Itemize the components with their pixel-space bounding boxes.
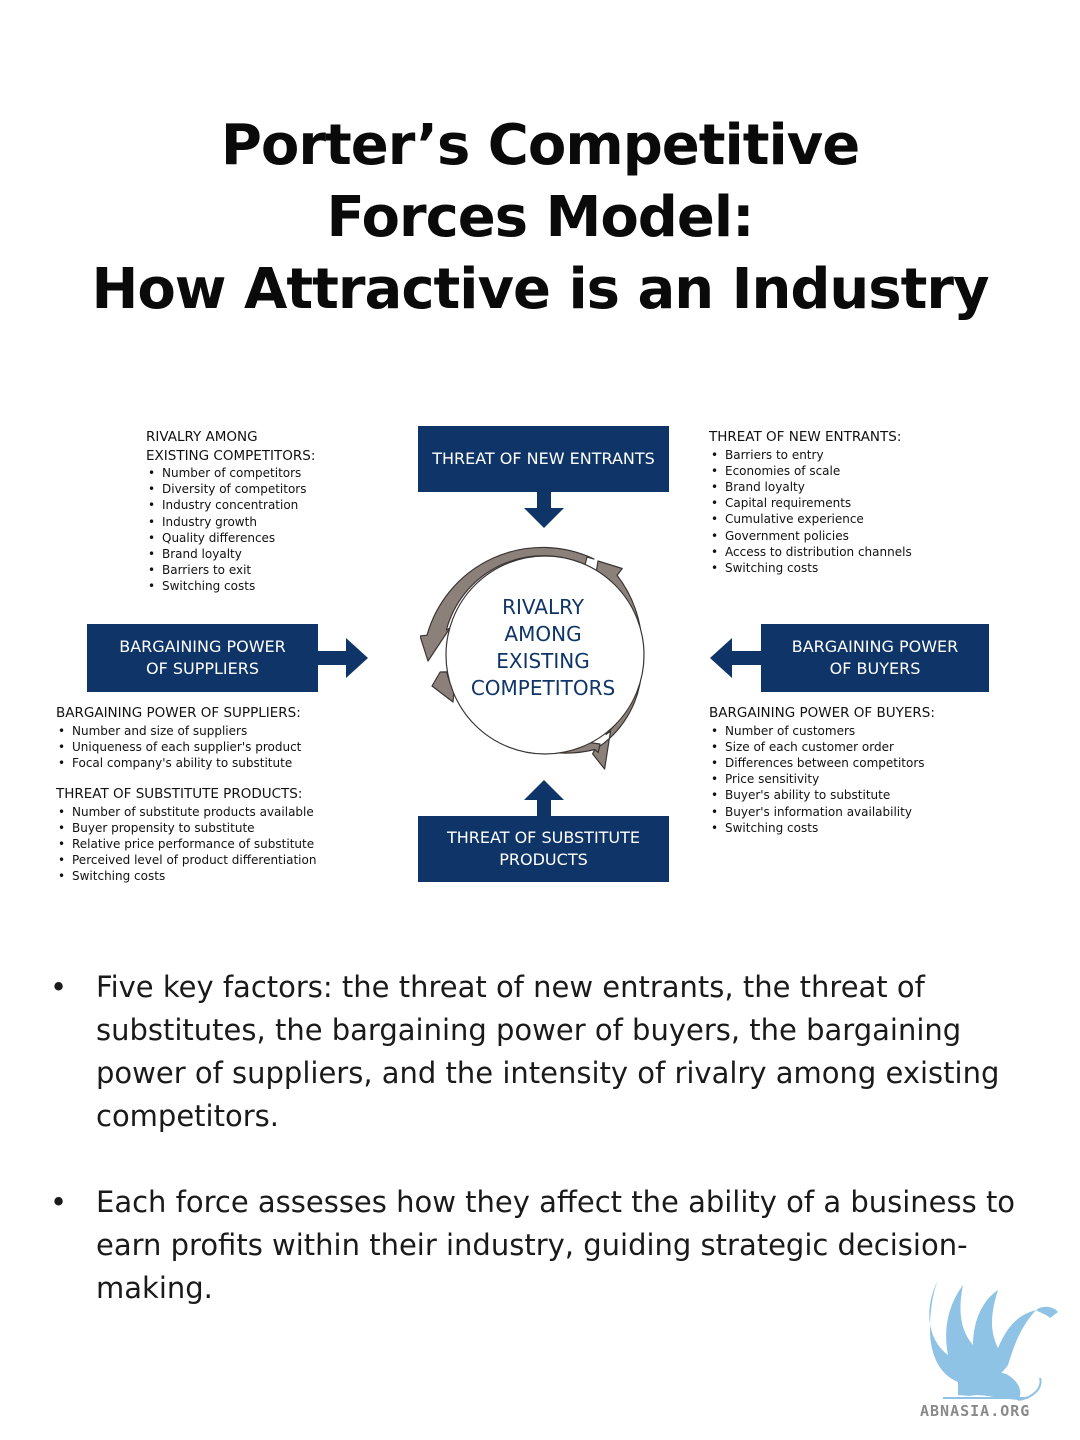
list-item: Switching costs (709, 820, 935, 836)
heading-line: BARGAINING POWER OF SUPPLIERS: (56, 705, 301, 721)
box-label: OF SUPPLIERS (145, 659, 260, 678)
list-item: Buyer's ability to substitute (709, 787, 935, 803)
suppliers-factors-list: BARGAINING POWER OF SUPPLIERS: Number an… (56, 704, 301, 771)
new-entrants-factors-list: THREAT OF NEW ENTRANTS: Barriers to entr… (709, 428, 912, 576)
box-label: THREAT OF NEW ENTRANTS (432, 449, 655, 468)
heading-line: EXISTING COMPETITORS: (146, 447, 316, 464)
list-item: Industry growth (146, 514, 315, 530)
logo-text: ABNASIA.ORG (920, 1402, 1031, 1420)
heading-line: THREAT OF SUBSTITUTE PRODUCTS: (56, 786, 303, 802)
list-item: Industry concentration (146, 497, 315, 513)
griffin-logo-icon (929, 1280, 1058, 1401)
list-item: Switching costs (146, 578, 315, 594)
list-item: Barriers to entry (709, 447, 912, 463)
list-item: Access to distribution channels (709, 544, 912, 560)
list-item: Uniqueness of each supplier's product (56, 739, 301, 755)
bargaining-power-of-suppliers-box: BARGAINING POWER OF SUPPLIERS (87, 624, 318, 692)
arrow-right-icon (318, 638, 368, 678)
heading-line: THREAT OF NEW ENTRANTS: (709, 429, 902, 445)
threat-of-substitute-products-box: THREAT OF SUBSTITUTE PRODUCTS (418, 816, 669, 882)
box-label: OF BUYERS (829, 659, 921, 678)
new-entrants-factors-heading: THREAT OF NEW ENTRANTS: (709, 428, 912, 447)
list-item: Number and size of suppliers (56, 723, 301, 739)
bullet-item: Each force assesses how they affect the … (50, 1181, 1030, 1310)
list-item: Government policies (709, 528, 912, 544)
rivalry-cycle-arrows-icon (420, 546, 645, 770)
threat-of-new-entrants-box: THREAT OF NEW ENTRANTS (418, 426, 669, 492)
title-line-3: How Attractive is an Industry (91, 257, 989, 322)
list-item: Switching costs (56, 868, 316, 884)
list-item: Diversity of competitors (146, 481, 315, 497)
heading-line: RIVALRY AMONG (146, 429, 258, 445)
list-item: Buyer's information availability (709, 804, 935, 820)
suppliers-factors-heading: BARGAINING POWER OF SUPPLIERS: (56, 704, 301, 723)
page-title: Porter’s Competitive Forces Model: How A… (0, 110, 1080, 326)
center-label-line: EXISTING (496, 649, 590, 673)
list-item: Price sensitivity (709, 771, 935, 787)
list-item: Barriers to exit (146, 562, 315, 578)
center-label-line: AMONG (504, 622, 582, 646)
substitutes-factors-list: THREAT OF SUBSTITUTE PRODUCTS: Number of… (56, 785, 316, 885)
list-item: Quality differences (146, 530, 315, 546)
arrow-up-icon (524, 780, 564, 816)
substitutes-factors-heading: THREAT OF SUBSTITUTE PRODUCTS: (56, 785, 316, 804)
list-item: Brand loyalty (709, 479, 912, 495)
list-item: Differences between competitors (709, 755, 935, 771)
box-label: BARGAINING POWER (791, 637, 959, 656)
center-label-line: COMPETITORS (470, 676, 616, 700)
buyers-factors-heading: BARGAINING POWER OF BUYERS: (709, 704, 935, 723)
list-item: Cumulative experience (709, 511, 912, 527)
box-label: THREAT OF SUBSTITUTE (446, 828, 641, 847)
list-item: Size of each customer order (709, 739, 935, 755)
rivalry-factors-heading: RIVALRY AMONG EXISTING COMPETITORS: (146, 428, 315, 465)
rivalry-center-label: RIVALRY AMONG EXISTING COMPETITORS (445, 594, 641, 702)
box-label: PRODUCTS (499, 850, 588, 869)
title-line-1: Porter’s Competitive (220, 113, 860, 178)
list-item: Focal company's ability to substitute (56, 755, 301, 771)
list-item: Number of customers (709, 723, 935, 739)
bargaining-power-of-buyers-box: BARGAINING POWER OF BUYERS (761, 624, 989, 692)
list-item: Relative price performance of substitute (56, 836, 316, 852)
list-item: Brand loyalty (146, 546, 315, 562)
list-item: Buyer propensity to substitute (56, 820, 316, 836)
arrow-down-icon (524, 492, 564, 528)
buyers-factors-list: BARGAINING POWER OF BUYERS: Number of cu… (709, 704, 935, 836)
summary-bullets: Five key factors: the threat of new entr… (50, 966, 1030, 1353)
bullet-item: Five key factors: the threat of new entr… (50, 966, 1030, 1138)
list-item: Switching costs (709, 560, 912, 576)
list-item: Number of substitute products available (56, 804, 316, 820)
title-line-2: Forces Model: (326, 185, 755, 250)
center-label-line: RIVALRY (502, 595, 584, 619)
list-item: Perceived level of product differentiati… (56, 852, 316, 868)
rivalry-factors-list: RIVALRY AMONG EXISTING COMPETITORS: Numb… (146, 428, 315, 595)
heading-line: BARGAINING POWER OF BUYERS: (709, 705, 935, 721)
list-item: Economies of scale (709, 463, 912, 479)
box-label: BARGAINING POWER (119, 637, 286, 656)
list-item: Number of competitors (146, 465, 315, 481)
list-item: Capital requirements (709, 495, 912, 511)
arrow-left-icon (710, 638, 762, 678)
